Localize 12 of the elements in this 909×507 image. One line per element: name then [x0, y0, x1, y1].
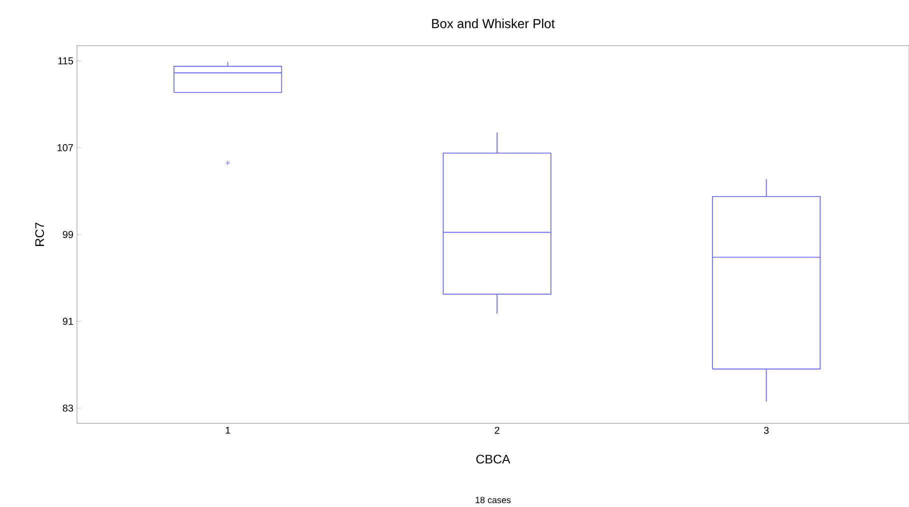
y-tick-label: 107	[58, 144, 73, 152]
x-tick-label: 1	[226, 426, 230, 434]
chart-title: Box and Whisker Plot	[432, 18, 555, 28]
y-tick-label: 91	[62, 318, 73, 325]
x-axis-title: CBCA	[476, 454, 510, 464]
y-axis-title: RC7	[35, 222, 44, 246]
y-tick-label: 83	[62, 404, 74, 412]
y-tick-label: 99	[62, 230, 74, 238]
x-tick-label: 3	[764, 426, 769, 434]
y-tick-label: 115	[58, 57, 74, 64]
x-tick-label: 2	[494, 426, 500, 434]
text: 18 cases	[476, 496, 511, 504]
